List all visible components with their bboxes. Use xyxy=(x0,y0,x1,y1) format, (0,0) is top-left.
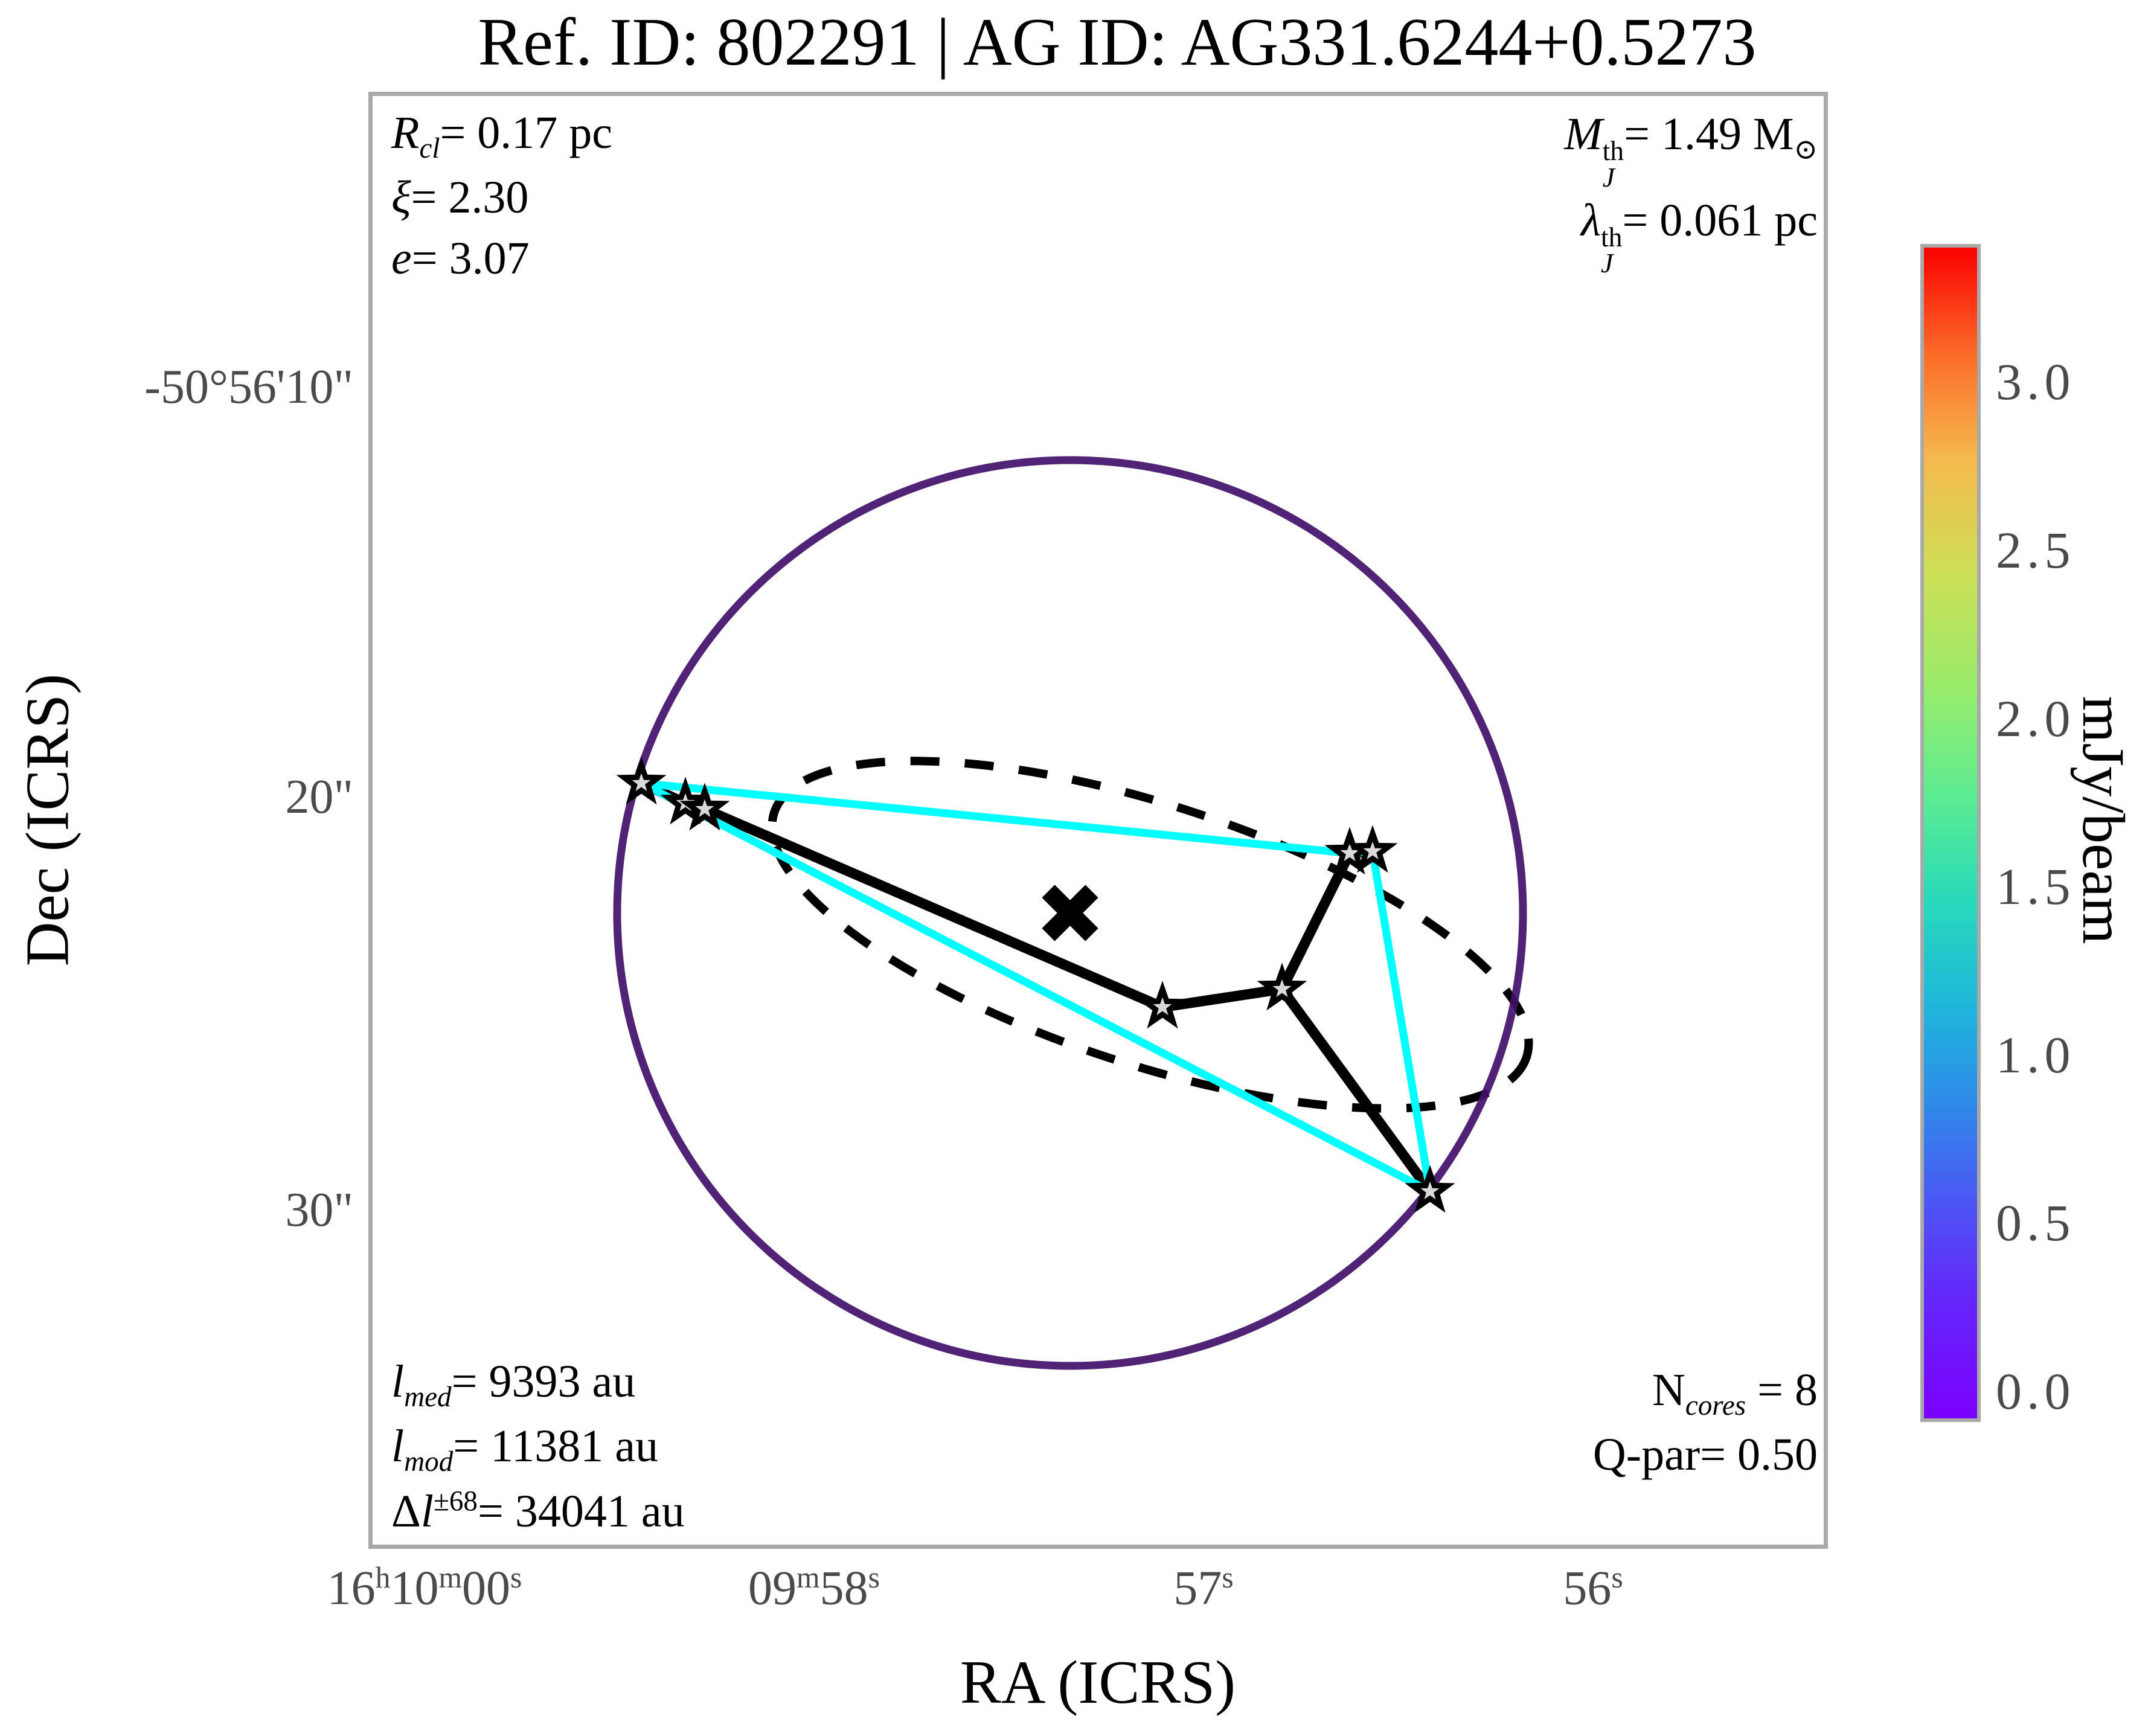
mst-edge xyxy=(702,804,1165,1012)
colorbar-label: mJy/beam xyxy=(2070,696,2137,944)
annotation-line: e= 3.07 xyxy=(391,232,530,284)
aspect-ratio-ellipse xyxy=(768,757,1533,1113)
mst-edge xyxy=(1277,851,1354,991)
cluster-center-x-marker xyxy=(1042,885,1098,941)
colorbar xyxy=(1920,244,1981,1422)
x-tick-label: 09m58s xyxy=(748,1561,880,1615)
y-tick-label: -50°56'10" xyxy=(144,360,353,414)
mst-edge xyxy=(1161,984,1283,1013)
hull-edge xyxy=(641,779,1350,857)
cluster-radius-circle xyxy=(613,456,1527,1370)
annotation-line: ξ= 2.30 xyxy=(391,172,529,223)
core-star-marker xyxy=(616,757,667,805)
y-tick-label: 20" xyxy=(285,770,353,824)
colorbar-tick-label: 3.0 xyxy=(1996,353,2076,411)
colorbar-tick-label: 1.5 xyxy=(1996,857,2076,916)
x-tick-label: 57s xyxy=(1173,1561,1234,1615)
y-axis-label: Dec (ICRS) xyxy=(13,673,82,967)
colorbar-tick-label: 2.0 xyxy=(1996,689,2076,748)
annotation-separation-params: lmed= 9393 au lmod= 11381 au Δl±68= 34041 … xyxy=(391,1351,685,1542)
plot-frame xyxy=(368,92,1828,1549)
colorbar-tick-label: 1.0 xyxy=(1996,1025,2076,1084)
annotation-line: Δl±68= 34041 au xyxy=(391,1485,685,1537)
core-star-marker xyxy=(679,783,730,831)
annotation-line: Ncores = 8 xyxy=(1652,1365,1818,1422)
x-tick-label: 56s xyxy=(1563,1561,1623,1615)
figure-title: Ref. ID: 802291 | AG ID: AG331.6244+0.52… xyxy=(478,5,1757,80)
core-star-marker xyxy=(1347,825,1398,873)
colorbar-tick-label: 2.5 xyxy=(1996,521,2076,580)
colorbar-tick-label: 0.0 xyxy=(1996,1362,2076,1420)
y-tick-label: 30" xyxy=(285,1183,353,1237)
x-tick-label: 16h10m00s xyxy=(327,1561,522,1615)
colorbar-tick-label: 0.5 xyxy=(1996,1194,2076,1252)
annotation-line: lmod= 11381 au xyxy=(391,1421,659,1478)
annotation-line: λ th J = 0.061 pc xyxy=(1581,194,1818,279)
annotation-cluster-params: Rcl= 0.17 pc ξ= 2.30 e= 3.07 xyxy=(391,103,612,289)
annotation-line: Rcl= 0.17 pc xyxy=(391,107,613,165)
core-star-marker xyxy=(1405,1165,1455,1213)
core-star-marker xyxy=(1137,981,1188,1029)
x-axis-label: RA (ICRS) xyxy=(960,1648,1236,1717)
annotation-line: Q-par= 0.50 xyxy=(1592,1429,1818,1481)
annotation-core-stats: Ncores = 8 Q-par= 0.50 xyxy=(1214,1360,1818,1485)
hull-edge xyxy=(1368,850,1434,1193)
annotation-line: lmed= 9393 au xyxy=(391,1356,636,1414)
hull-edge xyxy=(640,780,1432,1195)
core-star-marker xyxy=(1257,962,1307,1011)
mst-edge xyxy=(1278,985,1434,1195)
